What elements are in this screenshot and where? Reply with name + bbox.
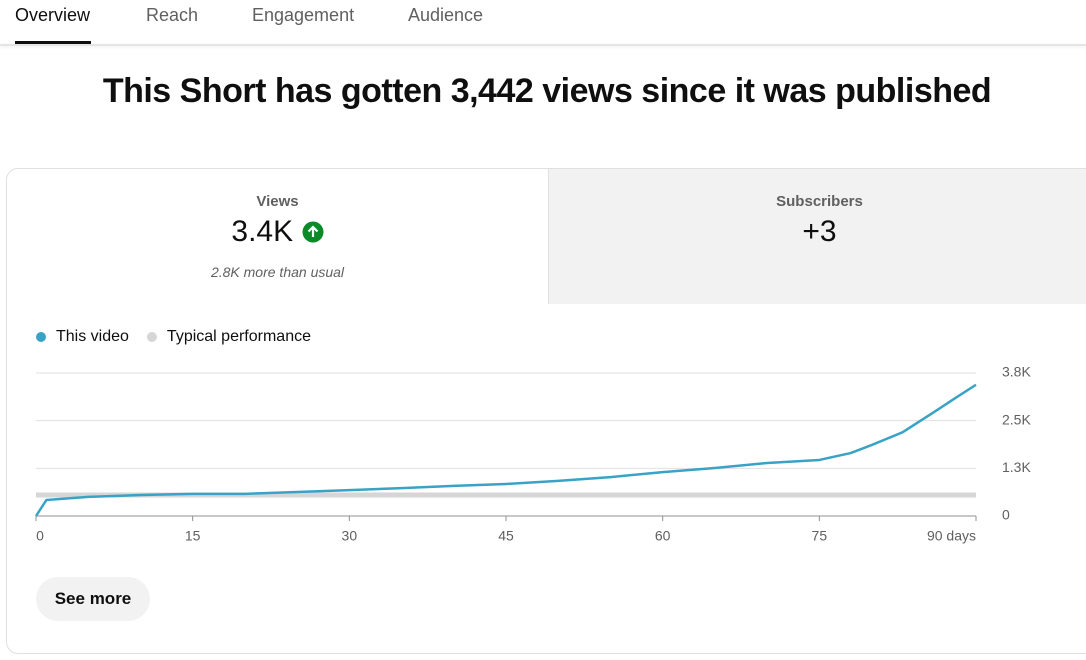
up-icon: [302, 221, 324, 243]
x-tick-label: 45: [498, 528, 514, 544]
metric-value: 3.4K: [231, 215, 294, 248]
x-tick-label: 30: [342, 528, 358, 544]
metric-tile[interactable]: Views 3.4K 2.8K more than usual: [7, 169, 548, 304]
chart: This video Typical performance 0 1.3K 2.5K 3.…: [34, 328, 1031, 544]
x-tick-label: 15: [185, 528, 201, 544]
card: Views 3.4K 2.8K more than usual Subscrib…: [6, 168, 1086, 654]
tab[interactable]: Audience: [408, 5, 484, 25]
divider: [0, 44, 1086, 46]
series-line: [34, 383, 977, 517]
metric-value: +3: [802, 215, 837, 248]
metric-label: Views: [256, 193, 299, 210]
y-tick-label: 0: [1002, 507, 1010, 523]
see-more-button[interactable]: See more: [36, 577, 150, 621]
x-tick-label: 0: [36, 528, 44, 544]
y-tick-label: 1.3K: [1002, 459, 1031, 475]
x-tick-label: 90 days: [927, 528, 976, 544]
x-tick-label: 60: [655, 528, 671, 544]
metric-tile[interactable]: Subscribers +3: [548, 169, 1086, 304]
legend-label: Typical performance: [167, 328, 311, 345]
metric-note: 2.8K more than usual: [210, 264, 345, 280]
tab[interactable]: Overview: [15, 5, 91, 25]
metric-label: Subscribers: [776, 193, 863, 210]
legend-dot: [36, 332, 46, 342]
y-tick-label: 2.5K: [1002, 411, 1031, 427]
metric-row: 3.4K: [7, 215, 548, 249]
legend-dot: [146, 332, 157, 342]
tab[interactable]: Engagement: [252, 5, 355, 25]
y-tick-label: 3.8K: [1002, 364, 1031, 380]
x-tick-label: 75: [812, 528, 828, 544]
headline: This Short has gotten 3,442 views since …: [102, 72, 992, 110]
tab-indicator: [15, 41, 91, 44]
tab[interactable]: Reach: [146, 5, 199, 25]
legend-label: This video: [56, 328, 129, 345]
